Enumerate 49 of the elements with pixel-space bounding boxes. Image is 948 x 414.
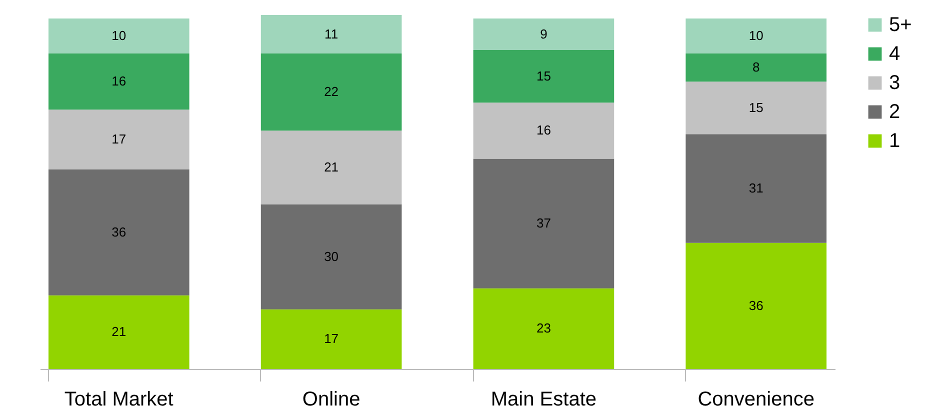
legend-label: 2 (889, 101, 900, 123)
data-label: 17 (324, 331, 339, 346)
bar (48, 295, 190, 369)
data-label: 17 (112, 131, 126, 146)
bar (48, 110, 190, 170)
bar (260, 15, 402, 54)
data-label: 15 (536, 68, 551, 84)
bar (473, 158, 614, 288)
bar (473, 102, 614, 159)
data-label: 30 (324, 248, 339, 264)
data-label: 11 (324, 26, 338, 42)
bar (260, 54, 402, 131)
data-label: 15 (748, 100, 764, 115)
bar (473, 18, 614, 50)
data-label: 31 (748, 180, 764, 196)
data-label: 37 (536, 216, 551, 231)
x-tick-label: Convenience (698, 388, 814, 410)
bar (686, 54, 827, 82)
bar (686, 82, 827, 134)
bar (473, 50, 614, 103)
legend-label: 4 (889, 43, 900, 65)
data-label: 36 (112, 224, 126, 240)
bar (686, 242, 827, 369)
data-label: 23 (536, 320, 551, 336)
x-tick-label: Online (302, 388, 360, 410)
data-label: 36 (748, 298, 764, 313)
x-tick-label: Total Market (64, 388, 174, 410)
data-label: 8 (752, 60, 760, 75)
data-label: 10 (112, 28, 126, 44)
data-label: 16 (536, 122, 551, 138)
data-label: 16 (112, 74, 126, 89)
bar (686, 134, 827, 243)
data-label: 9 (540, 26, 548, 42)
x-tick-label: Main Estate (490, 388, 597, 410)
bar (48, 54, 190, 110)
data-label: 21 (112, 324, 126, 340)
bar (686, 18, 827, 54)
bar (48, 18, 190, 54)
data-label: 21 (324, 159, 339, 174)
bar (260, 309, 402, 369)
bar (473, 288, 614, 369)
bar (260, 130, 402, 204)
legend-label: 5+ (889, 14, 912, 36)
legend-label: 3 (889, 72, 900, 94)
legend-label: 1 (889, 130, 900, 152)
bar (260, 204, 402, 310)
bar (48, 169, 190, 296)
data-label: 22 (324, 84, 339, 100)
data-label: 10 (748, 28, 764, 44)
